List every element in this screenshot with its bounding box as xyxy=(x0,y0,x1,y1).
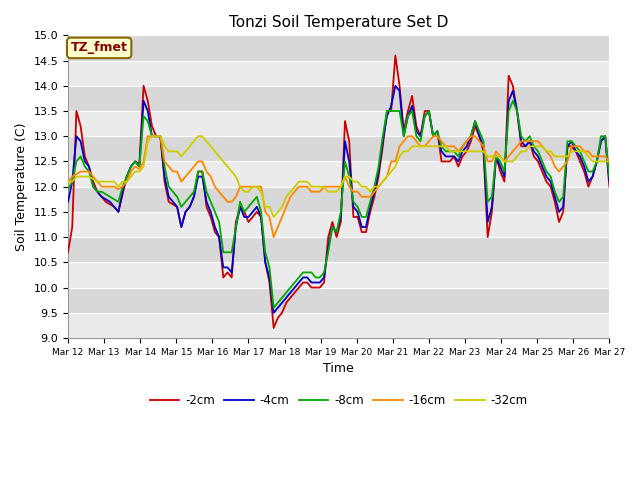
-2cm xyxy=(605,184,613,190)
-2cm xyxy=(64,250,72,255)
Y-axis label: Soil Temperature (C): Soil Temperature (C) xyxy=(15,122,28,251)
Line: -16cm: -16cm xyxy=(68,136,609,237)
-32cm xyxy=(605,158,613,164)
-8cm xyxy=(64,186,72,192)
-16cm xyxy=(497,154,504,159)
-32cm xyxy=(429,144,437,149)
-2cm xyxy=(497,168,504,174)
-4cm xyxy=(392,83,399,89)
-2cm xyxy=(471,123,479,129)
-8cm xyxy=(492,154,500,159)
-8cm xyxy=(605,174,613,180)
-16cm xyxy=(354,189,362,194)
Bar xyxy=(68,237,609,263)
-8cm xyxy=(211,209,219,215)
-16cm xyxy=(270,234,278,240)
-4cm xyxy=(64,199,72,204)
-4cm xyxy=(497,164,504,169)
Bar xyxy=(68,136,609,161)
Bar xyxy=(68,86,609,111)
Bar xyxy=(68,187,609,212)
-2cm xyxy=(299,280,307,286)
Bar xyxy=(68,111,609,136)
Title: Tonzi Soil Temperature Set D: Tonzi Soil Temperature Set D xyxy=(229,15,449,30)
Bar xyxy=(68,212,609,237)
X-axis label: Time: Time xyxy=(323,362,354,375)
-16cm xyxy=(605,158,613,164)
Bar xyxy=(68,313,609,338)
-4cm xyxy=(299,275,307,280)
Text: TZ_fmet: TZ_fmet xyxy=(71,41,127,54)
Legend: -2cm, -4cm, -8cm, -16cm, -32cm: -2cm, -4cm, -8cm, -16cm, -32cm xyxy=(145,389,532,412)
Bar xyxy=(68,161,609,187)
-4cm xyxy=(270,310,278,316)
-32cm xyxy=(471,148,479,154)
-2cm xyxy=(349,214,357,220)
-2cm xyxy=(429,133,437,139)
-16cm xyxy=(144,133,152,139)
-4cm xyxy=(349,204,357,210)
-8cm xyxy=(467,133,475,139)
Bar xyxy=(68,263,609,288)
-2cm xyxy=(392,53,399,59)
Bar xyxy=(68,288,609,313)
-8cm xyxy=(509,98,516,104)
-32cm xyxy=(497,154,504,159)
-2cm xyxy=(211,229,219,235)
Line: -2cm: -2cm xyxy=(68,56,609,328)
-32cm xyxy=(215,154,223,159)
-16cm xyxy=(429,133,437,139)
-16cm xyxy=(471,133,479,139)
Bar xyxy=(68,36,609,60)
-4cm xyxy=(211,224,219,230)
-32cm xyxy=(303,179,311,184)
-16cm xyxy=(64,179,72,184)
-32cm xyxy=(270,214,278,220)
-32cm xyxy=(64,179,72,184)
-4cm xyxy=(429,133,437,139)
-32cm xyxy=(354,179,362,184)
-8cm xyxy=(270,305,278,311)
Bar xyxy=(68,60,609,86)
-16cm xyxy=(215,189,223,194)
-8cm xyxy=(425,108,433,114)
-8cm xyxy=(299,270,307,276)
Line: -8cm: -8cm xyxy=(68,101,609,308)
-16cm xyxy=(303,184,311,190)
-8cm xyxy=(349,199,357,204)
Line: -4cm: -4cm xyxy=(68,86,609,313)
-4cm xyxy=(471,118,479,124)
Line: -32cm: -32cm xyxy=(68,136,609,217)
-4cm xyxy=(605,179,613,184)
-2cm xyxy=(270,325,278,331)
-32cm xyxy=(148,133,156,139)
